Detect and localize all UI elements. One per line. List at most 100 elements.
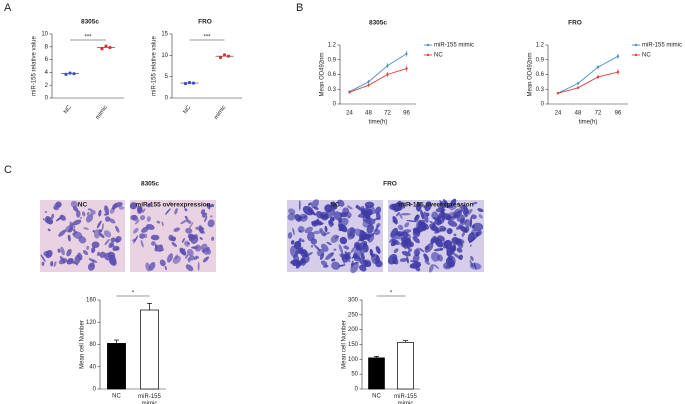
- cell: [97, 251, 101, 257]
- cell: [354, 242, 362, 247]
- cell: [202, 256, 210, 263]
- y-tick-label: 5: [165, 74, 169, 80]
- cell: [343, 245, 350, 250]
- cell: [434, 238, 443, 248]
- cell: [424, 242, 434, 253]
- legend-label: NC: [642, 53, 651, 59]
- cell: [293, 241, 302, 250]
- cell: [197, 261, 200, 271]
- cell: [461, 231, 465, 238]
- cell: [85, 214, 94, 223]
- cell: [406, 219, 417, 223]
- cell: [346, 205, 353, 210]
- cell: [184, 240, 190, 247]
- y-axis-label: Mean OD492nm: [528, 52, 534, 96]
- cell: [82, 211, 86, 217]
- cell: [45, 216, 54, 225]
- cell: [298, 200, 301, 211]
- cell: [362, 208, 365, 211]
- cell: [347, 215, 351, 219]
- y-tick-label: 0: [165, 96, 169, 102]
- cell: [310, 220, 322, 225]
- cell: [364, 217, 376, 225]
- cell: [337, 264, 346, 267]
- point: [576, 86, 580, 89]
- cell: [404, 222, 410, 228]
- cell: [320, 260, 328, 266]
- cell: [338, 244, 344, 255]
- cell: [328, 220, 333, 228]
- cell: [353, 256, 359, 262]
- replicate-point: [191, 81, 196, 85]
- panel-label: C: [4, 164, 12, 176]
- cell: [445, 257, 455, 268]
- cell: [337, 199, 345, 207]
- cell: [88, 258, 98, 263]
- x-tick-label: 24: [346, 111, 353, 117]
- cell: [425, 201, 432, 207]
- y-axis-label: Mean OD492nm: [320, 52, 326, 96]
- cell: [375, 246, 381, 254]
- x-tick-label: miR-155 mimic: [138, 394, 161, 404]
- cell: [140, 215, 146, 221]
- cell: [373, 217, 380, 221]
- cell: [200, 230, 205, 234]
- cell: [415, 201, 422, 212]
- y-axis-label: Mean cell Number: [342, 320, 348, 369]
- cell: [401, 250, 411, 257]
- image-group-title: 8305c: [141, 181, 159, 188]
- chart-title: 8305c: [81, 19, 99, 26]
- cell: [109, 243, 115, 248]
- y-tick-label: 200: [348, 327, 359, 333]
- cell: [329, 216, 335, 222]
- cell: [339, 236, 348, 245]
- cell: [57, 248, 61, 253]
- cell: [338, 226, 346, 232]
- point: [386, 64, 389, 67]
- x-axis-label: time(h): [579, 120, 598, 126]
- y-tick-label: 10: [41, 32, 48, 38]
- y-tick-label: 1.2: [328, 43, 337, 49]
- cell: [330, 253, 334, 256]
- replicate-point: [218, 55, 223, 60]
- cell: [310, 238, 317, 245]
- cell: [199, 237, 203, 240]
- cell: [419, 248, 425, 253]
- cell: [80, 216, 82, 220]
- cell: [414, 214, 420, 222]
- cell: [300, 258, 306, 264]
- cell: [86, 245, 90, 250]
- cell: [424, 259, 430, 265]
- cell: [303, 252, 313, 258]
- cell: [91, 241, 100, 249]
- cell: [93, 229, 101, 239]
- cell: [324, 204, 333, 213]
- cell: [456, 247, 463, 253]
- cell: [472, 201, 478, 205]
- cell: [462, 204, 469, 214]
- cell: [438, 225, 447, 232]
- cell: [105, 216, 111, 222]
- cell: [446, 228, 453, 235]
- cell: [87, 262, 96, 271]
- cell: [397, 224, 404, 231]
- replicate-point: [187, 81, 192, 85]
- cell: [471, 222, 484, 232]
- cell: [472, 224, 476, 228]
- image-label: NC: [330, 202, 340, 209]
- cell: [53, 203, 58, 210]
- cell: [90, 210, 96, 216]
- cell: [70, 200, 78, 208]
- y-tick-label: 300: [348, 298, 359, 304]
- series-line: [349, 53, 407, 93]
- cell: [45, 249, 53, 259]
- cell: [423, 211, 429, 223]
- image-group-title: FRO: [383, 181, 397, 188]
- legend-label: miR-155 mimic: [434, 43, 474, 49]
- cell: [458, 202, 464, 213]
- cell: [353, 228, 365, 237]
- cell: [414, 247, 421, 257]
- series-line: [557, 71, 619, 94]
- cell: [391, 238, 400, 245]
- cell: [393, 206, 400, 212]
